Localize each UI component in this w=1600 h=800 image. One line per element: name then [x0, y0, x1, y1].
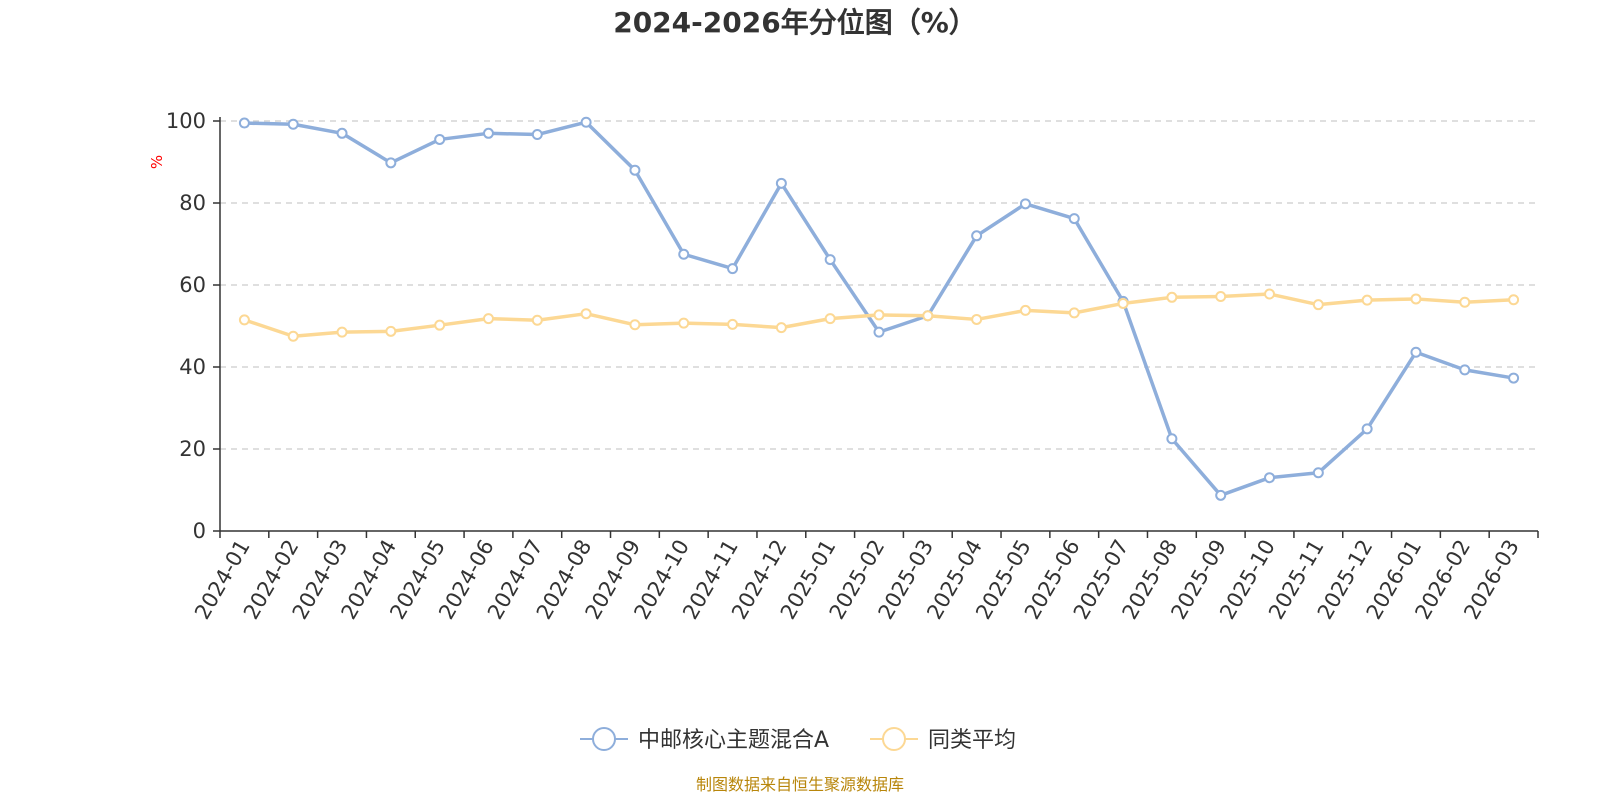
data-point[interactable]: [434, 319, 446, 331]
data-point[interactable]: [287, 330, 299, 342]
data-point[interactable]: [336, 127, 348, 139]
data-point[interactable]: [873, 309, 885, 321]
data-point[interactable]: [238, 117, 250, 129]
legend[interactable]: 中邮核心主题混合A 同类平均: [580, 727, 1016, 753]
y-tick-label: 20: [179, 437, 206, 461]
data-point[interactable]: [1264, 472, 1276, 484]
data-point[interactable]: [1361, 423, 1373, 435]
data-point[interactable]: [1117, 297, 1129, 309]
data-point[interactable]: [1215, 489, 1227, 501]
data-point[interactable]: [1508, 294, 1520, 306]
legend-item-2[interactable]: 同类平均: [870, 727, 1016, 753]
y-axis-unit-label: %: [148, 155, 166, 169]
data-point[interactable]: [629, 319, 641, 331]
data-point[interactable]: [531, 314, 543, 326]
axes: 0204060801002024-012024-022024-032024-04…: [166, 109, 1539, 623]
data-point[interactable]: [482, 127, 494, 139]
data-point[interactable]: [727, 263, 739, 275]
data-point[interactable]: [1068, 213, 1080, 225]
series-2: [238, 288, 1520, 342]
data-point[interactable]: [873, 326, 885, 338]
data-point[interactable]: [482, 313, 494, 325]
legend-label: 中邮核心主题混合A: [638, 728, 829, 753]
data-point[interactable]: [727, 318, 739, 330]
data-point[interactable]: [385, 157, 397, 169]
chart-title: 2024-2026年分位图（%）: [613, 6, 977, 39]
data-point[interactable]: [971, 313, 983, 325]
data-point[interactable]: [1312, 467, 1324, 479]
series-layer: [238, 116, 1520, 501]
data-point[interactable]: [531, 129, 543, 141]
data-point[interactable]: [385, 325, 397, 337]
data-point[interactable]: [1166, 433, 1178, 445]
y-tick-label: 0: [193, 519, 206, 543]
data-point[interactable]: [1410, 346, 1422, 358]
data-point[interactable]: [678, 248, 690, 260]
data-point[interactable]: [1166, 291, 1178, 303]
data-point[interactable]: [971, 230, 983, 242]
data-point[interactable]: [1459, 296, 1471, 308]
data-point[interactable]: [1312, 299, 1324, 311]
data-point[interactable]: [434, 133, 446, 145]
legend-marker-icon: [882, 727, 906, 751]
data-point[interactable]: [1410, 293, 1422, 305]
y-tick-label: 80: [179, 191, 206, 215]
data-point[interactable]: [238, 314, 250, 326]
data-point[interactable]: [287, 118, 299, 130]
data-point[interactable]: [824, 254, 836, 266]
series-1: [238, 116, 1520, 501]
data-point[interactable]: [1459, 364, 1471, 376]
y-tick-label: 40: [179, 355, 206, 379]
data-point[interactable]: [1019, 304, 1031, 316]
legend-marker-icon: [592, 727, 616, 751]
series-line: [244, 120, 1514, 498]
data-point[interactable]: [580, 116, 592, 128]
grid-lines: [220, 120, 1538, 450]
legend-item-1[interactable]: 中邮核心主题混合A: [580, 727, 829, 753]
data-point[interactable]: [824, 313, 836, 325]
data-point[interactable]: [775, 322, 787, 334]
data-point[interactable]: [336, 326, 348, 338]
data-point[interactable]: [1361, 294, 1373, 306]
data-point[interactable]: [1215, 290, 1227, 302]
legend-label: 同类平均: [928, 728, 1016, 753]
y-tick-label: 100: [166, 109, 206, 133]
data-point[interactable]: [922, 310, 934, 322]
data-point[interactable]: [1068, 307, 1080, 319]
data-point[interactable]: [629, 164, 641, 176]
data-point[interactable]: [678, 317, 690, 329]
data-point[interactable]: [580, 308, 592, 320]
data-point[interactable]: [1264, 288, 1276, 300]
y-tick-label: 60: [179, 273, 206, 297]
source-note: 制图数据来自恒生聚源数据库: [696, 775, 904, 794]
data-point[interactable]: [775, 177, 787, 189]
data-point[interactable]: [1508, 372, 1520, 384]
data-point[interactable]: [1019, 198, 1031, 210]
